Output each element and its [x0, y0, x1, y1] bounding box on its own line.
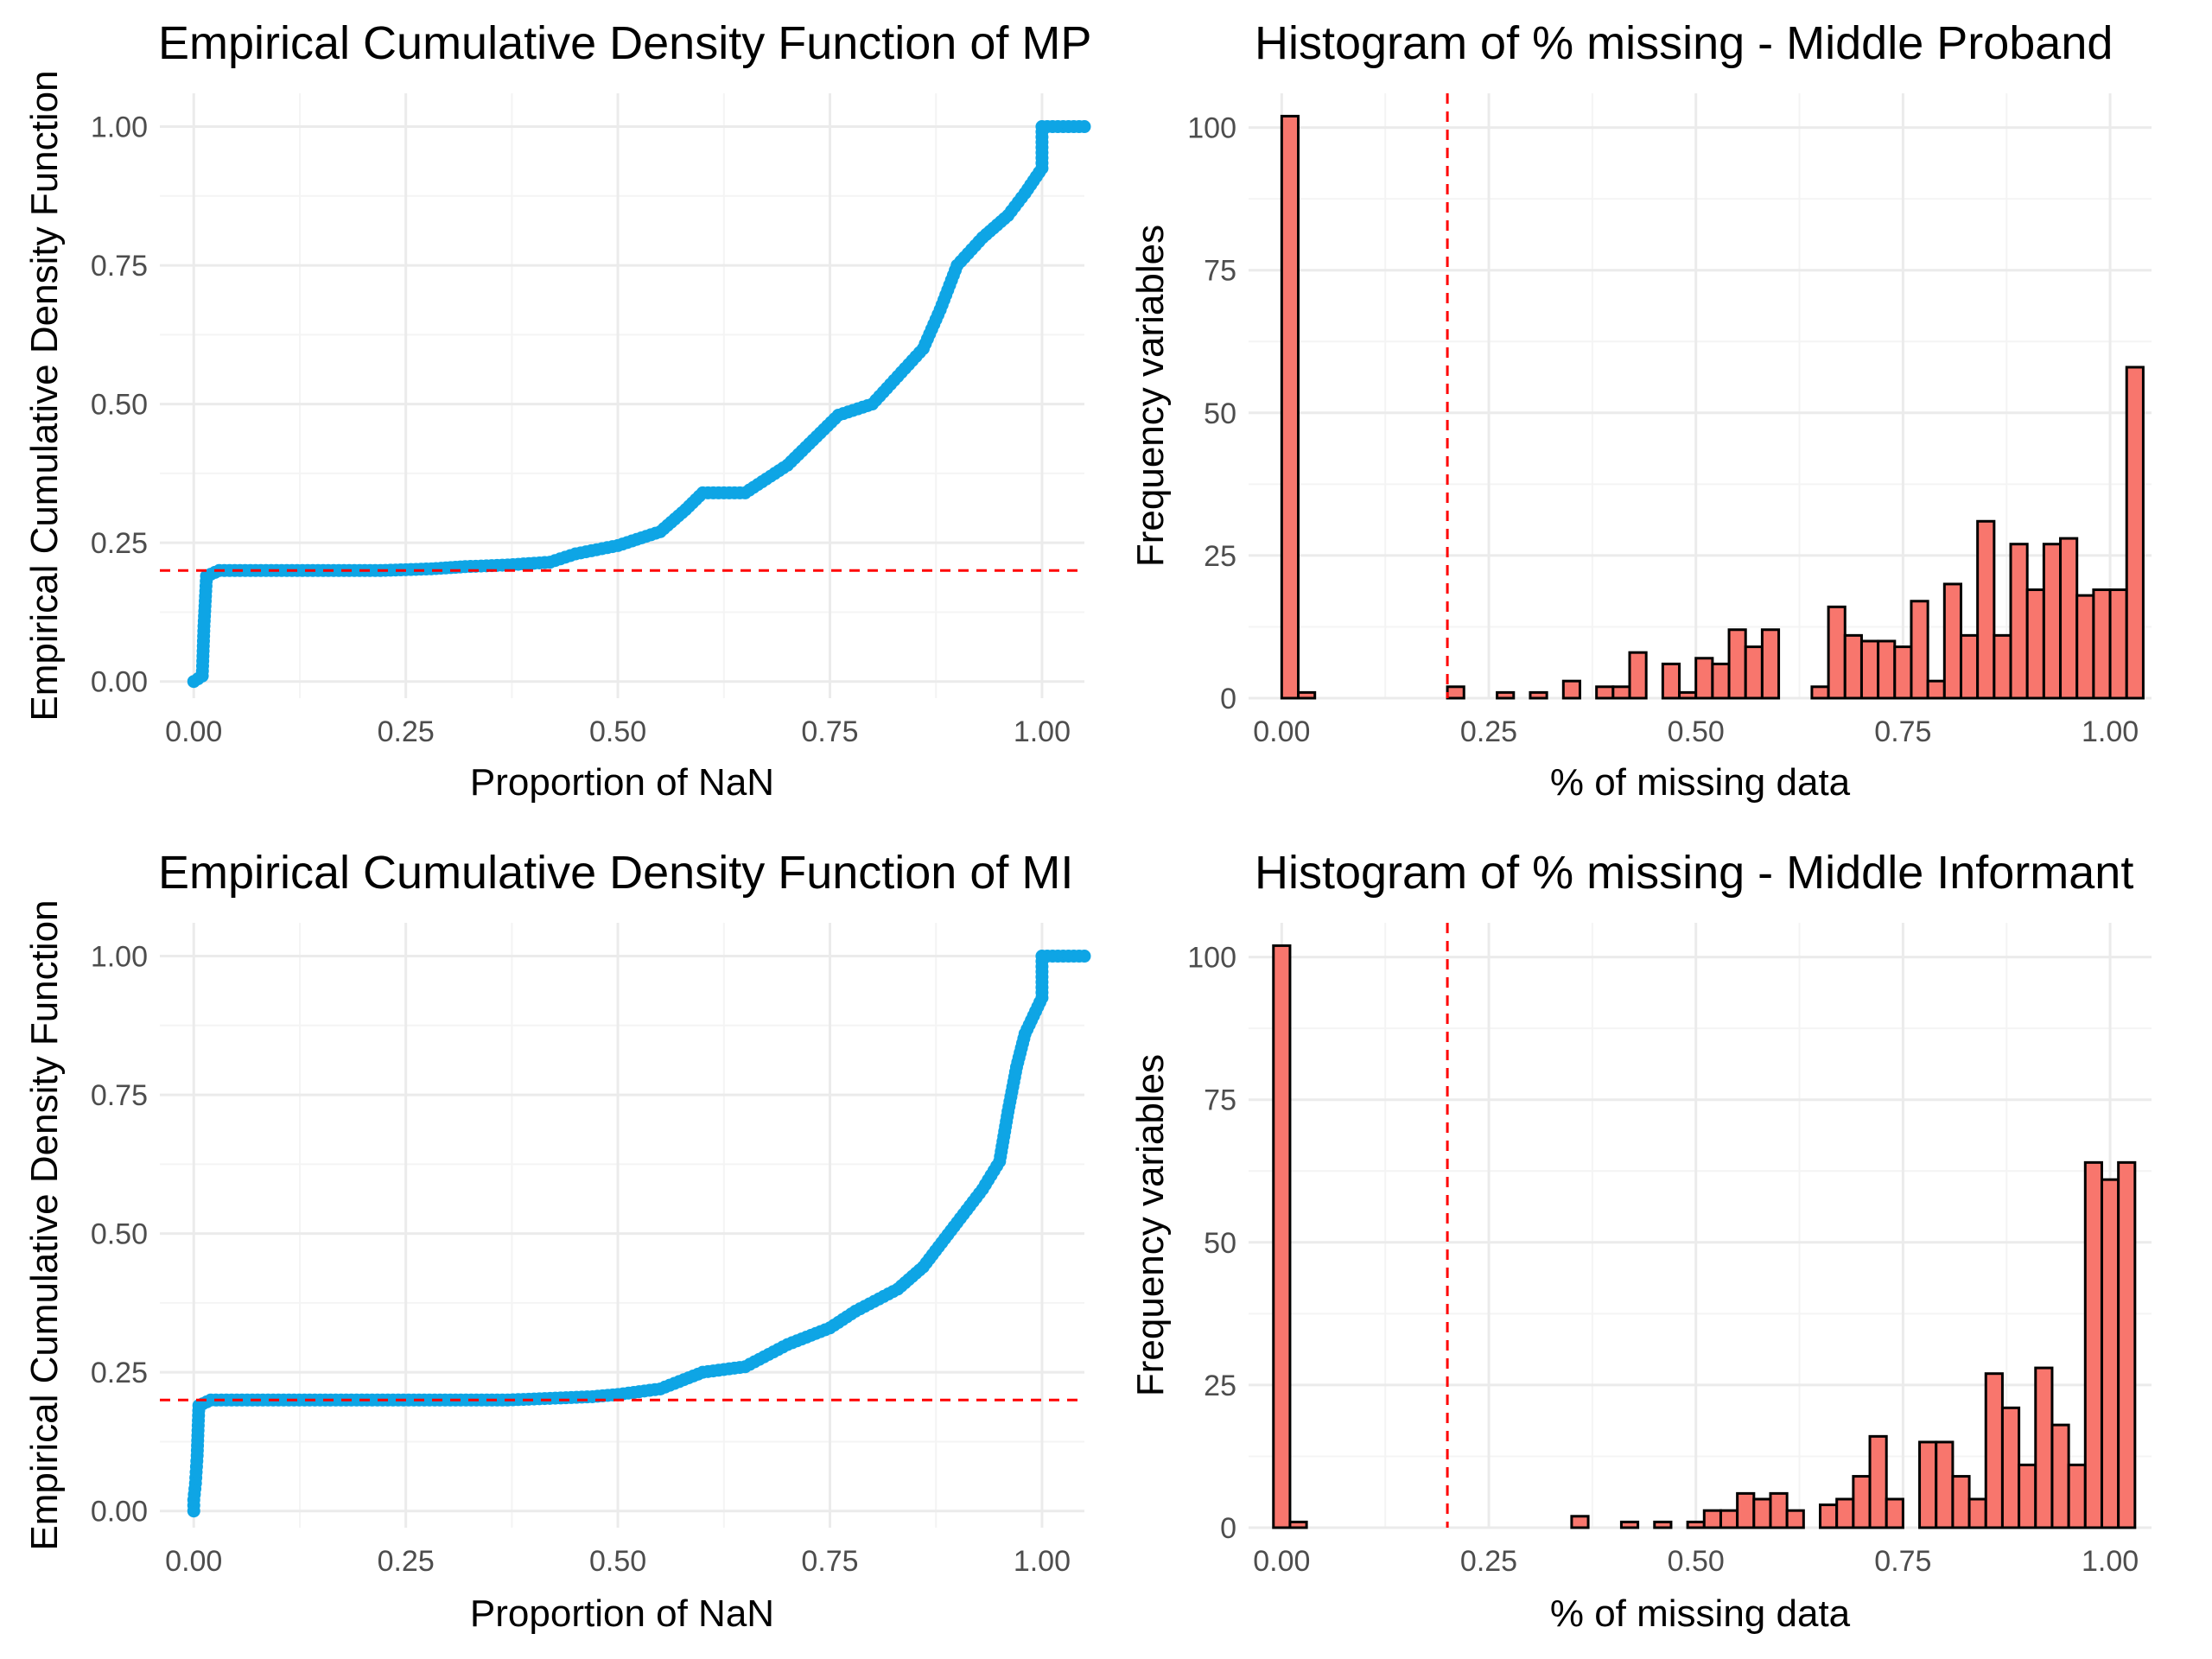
x-tick-label: 0.50 [1668, 715, 1725, 748]
y-tick-label: 0.75 [91, 1079, 148, 1112]
x-tick-label: 1.00 [1014, 715, 1071, 748]
x-tick-label: 0.75 [801, 715, 858, 748]
y-axis-label: Frequency variables [1129, 225, 1172, 567]
x-tick-label: 0.50 [589, 715, 646, 748]
histogram-bar [1570, 1515, 1590, 1529]
x-tick-label: 0.75 [1874, 715, 1931, 748]
histogram-bar [2034, 1366, 2054, 1529]
histogram-bar [1852, 1475, 1872, 1529]
y-tick-label: 1.00 [91, 111, 148, 144]
chart-title: Empirical Cumulative Density Function of… [158, 847, 1073, 899]
x-tick-label: 0.50 [589, 1545, 646, 1578]
histogram-bar [1529, 690, 1548, 700]
histogram-bar [1702, 1509, 1722, 1529]
histogram-bar [2125, 365, 2145, 700]
histogram-bar [1976, 519, 1996, 700]
x-axis-label: % of missing data [1550, 1592, 1851, 1635]
histogram-bar [1984, 1372, 2004, 1529]
histogram-bar [1619, 1520, 1640, 1529]
histogram-bar [1280, 114, 1300, 700]
x-tick-label: 0.00 [165, 1545, 222, 1578]
histogram-bar [1967, 1497, 1987, 1529]
histogram-bar [2117, 1160, 2137, 1529]
histogram-bar [2018, 1463, 2037, 1529]
y-tick-label: 0.75 [91, 250, 148, 283]
histogram-bar [1628, 651, 1648, 700]
y-tick-label: 0.50 [91, 389, 148, 422]
histogram-bar [1885, 1497, 1904, 1529]
x-tick-label: 0.00 [1253, 1545, 1310, 1578]
x-tick-label: 1.00 [1014, 1545, 1071, 1578]
histogram-bar [2100, 1178, 2120, 1529]
histogram-bar [1951, 1475, 1971, 1529]
y-tick-label: 0.00 [91, 666, 148, 699]
x-tick-label: 0.25 [1460, 1545, 1517, 1578]
x-tick-label: 0.00 [1253, 715, 1310, 748]
histogram-bar [1835, 1497, 1855, 1529]
histogram-bar [1760, 628, 1781, 700]
histogram-bar [1297, 690, 1317, 700]
y-tick-label: 50 [1204, 397, 1236, 430]
histogram-bar [1496, 690, 1516, 700]
y-axis-label: Empirical Cumulative Density Function [23, 899, 66, 1550]
histogram-bar [1935, 1440, 1955, 1529]
x-tick-label: 0.75 [1874, 1545, 1931, 1578]
y-tick-label: 50 [1204, 1227, 1236, 1260]
x-tick-label: 0.25 [378, 1545, 435, 1578]
histogram-bar [1910, 600, 1929, 700]
x-axis-label: Proportion of NaN [470, 1592, 774, 1635]
chart-title: Histogram of % missing - Middle Proband [1255, 17, 2113, 69]
x-tick-label: 0.50 [1668, 1545, 1725, 1578]
histogram-bar [1272, 944, 1292, 1529]
x-tick-label: 1.00 [2082, 715, 2139, 748]
histogram-bar [2000, 1406, 2021, 1529]
ecdf-point [1077, 120, 1091, 134]
histogram-bar [1785, 1509, 1805, 1529]
histogram-bar [1769, 1491, 1789, 1529]
histogram-bar [1653, 1520, 1673, 1529]
x-tick-label: 0.25 [378, 715, 435, 748]
histogram-bar [1288, 1520, 1308, 1529]
histogram-bar [2067, 1463, 2087, 1529]
chart-title: Empirical Cumulative Density Function of… [158, 17, 1091, 69]
x-tick-label: 0.25 [1460, 715, 1517, 748]
x-axis-label: Proportion of NaN [470, 761, 774, 804]
histogram-bar [1736, 1491, 1756, 1529]
histogram-bar [1719, 1509, 1739, 1529]
y-axis-label: Empirical Cumulative Density Function [23, 70, 66, 721]
y-tick-label: 75 [1204, 255, 1236, 288]
y-tick-label: 0.00 [91, 1496, 148, 1529]
histogram-bar [2050, 1423, 2070, 1529]
x-axis-label: % of missing data [1550, 761, 1851, 804]
y-tick-label: 100 [1187, 942, 1236, 975]
y-axis-label: Frequency variables [1129, 1054, 1172, 1396]
histogram-bar [1819, 1503, 1839, 1529]
x-tick-label: 0.75 [801, 1545, 858, 1578]
y-tick-label: 0 [1220, 1512, 1236, 1545]
histogram-bar [1686, 1520, 1706, 1529]
x-tick-label: 0.00 [165, 715, 222, 748]
histogram-bar [1752, 1497, 1772, 1529]
chart-title: Histogram of % missing - Middle Informan… [1255, 847, 2133, 899]
y-tick-label: 25 [1204, 1370, 1236, 1402]
histogram-bar [1661, 662, 1681, 700]
y-tick-label: 75 [1204, 1084, 1236, 1117]
y-tick-label: 0.50 [91, 1218, 148, 1251]
y-tick-label: 0 [1220, 683, 1236, 715]
y-tick-label: 25 [1204, 540, 1236, 573]
x-tick-label: 1.00 [2082, 1545, 2139, 1578]
histogram-bar [1918, 1440, 1938, 1529]
histogram-bar [1561, 679, 1581, 700]
y-tick-label: 1.00 [91, 941, 148, 974]
ecdf-point [1077, 950, 1091, 963]
y-tick-label: 100 [1187, 112, 1236, 145]
y-tick-label: 0.25 [91, 527, 148, 560]
histogram-bar [2083, 1160, 2103, 1529]
histogram-bar [1868, 1434, 1888, 1529]
y-tick-label: 0.25 [91, 1357, 148, 1389]
